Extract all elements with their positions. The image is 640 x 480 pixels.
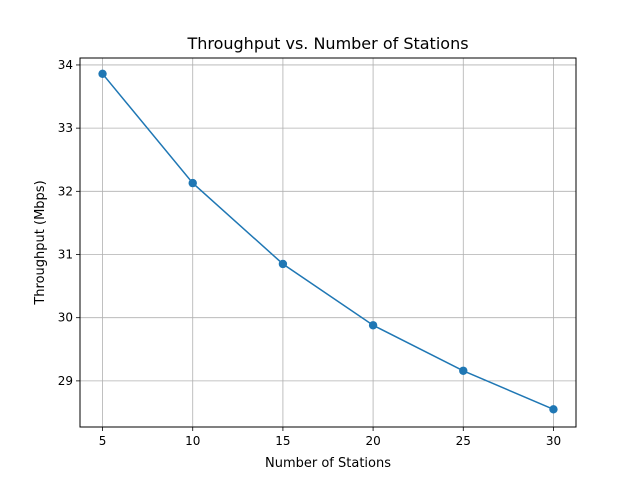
- data-point: [188, 178, 197, 188]
- y-tick-label: 33: [58, 121, 73, 135]
- y-tick-label: 32: [58, 184, 73, 198]
- series-line: [101, 73, 554, 410]
- data-point: [98, 69, 107, 78]
- x-tick-label: 25: [456, 434, 471, 448]
- x-tick-label: 20: [365, 434, 380, 448]
- y-tick-label: 29: [58, 374, 73, 388]
- axes-frame: [79, 57, 577, 428]
- x-tick-label: 15: [275, 434, 290, 448]
- chart-title: Throughput vs. Number of Stations: [186, 34, 468, 53]
- data-point: [549, 405, 558, 414]
- y-tick-label: 30: [58, 311, 73, 325]
- y-tick-label: 31: [58, 248, 73, 262]
- x-tick-label: 5: [99, 434, 107, 448]
- y-axis-label: Throughput (Mbps): [33, 180, 48, 305]
- x-axis-label: Number of Stations: [265, 456, 391, 471]
- ticks: 5 10 15 20 25 30 29 30 31 32 33 34: [58, 58, 561, 448]
- series-layer: [98, 69, 558, 414]
- x-tick-label: 30: [546, 434, 561, 448]
- x-tick-label: 10: [185, 434, 200, 448]
- data-point: [459, 366, 468, 375]
- y-tick-label: 34: [58, 58, 73, 72]
- data-point: [278, 259, 288, 269]
- data-point: [368, 321, 378, 330]
- grid: [80, 58, 576, 427]
